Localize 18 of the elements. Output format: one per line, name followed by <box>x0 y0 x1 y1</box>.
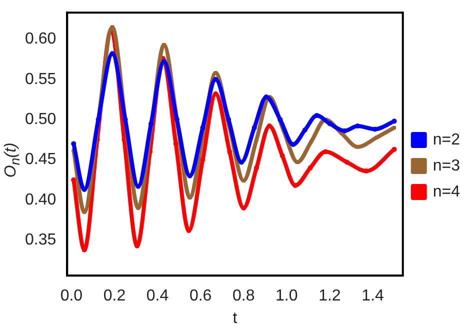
y-tick-label: 0.50 <box>25 110 56 128</box>
x-tick-label: 1.0 <box>276 288 298 305</box>
legend-label: n=3 <box>432 157 460 174</box>
x-tick-label: 0.0 <box>60 288 83 305</box>
x-tick-label: 0.4 <box>146 288 169 305</box>
x-tick-label: 0.8 <box>232 288 255 305</box>
y-tick-label: 0.40 <box>25 191 56 208</box>
y-tick-label: 0.35 <box>25 232 56 249</box>
x-axis-title: t <box>232 310 238 327</box>
y-tick-label: 0.45 <box>25 151 56 168</box>
x-tick-label: 0.6 <box>189 288 212 305</box>
x-tick-label: 1.2 <box>318 288 341 305</box>
y-tick-label: 0.60 <box>25 30 56 48</box>
x-tick-label: 1.4 <box>362 288 384 305</box>
legend-label: n=2 <box>432 131 460 148</box>
y-tick-label: 0.55 <box>25 70 56 88</box>
x-tick-label: 0.2 <box>103 288 126 305</box>
legend-label: n=4 <box>432 183 460 200</box>
